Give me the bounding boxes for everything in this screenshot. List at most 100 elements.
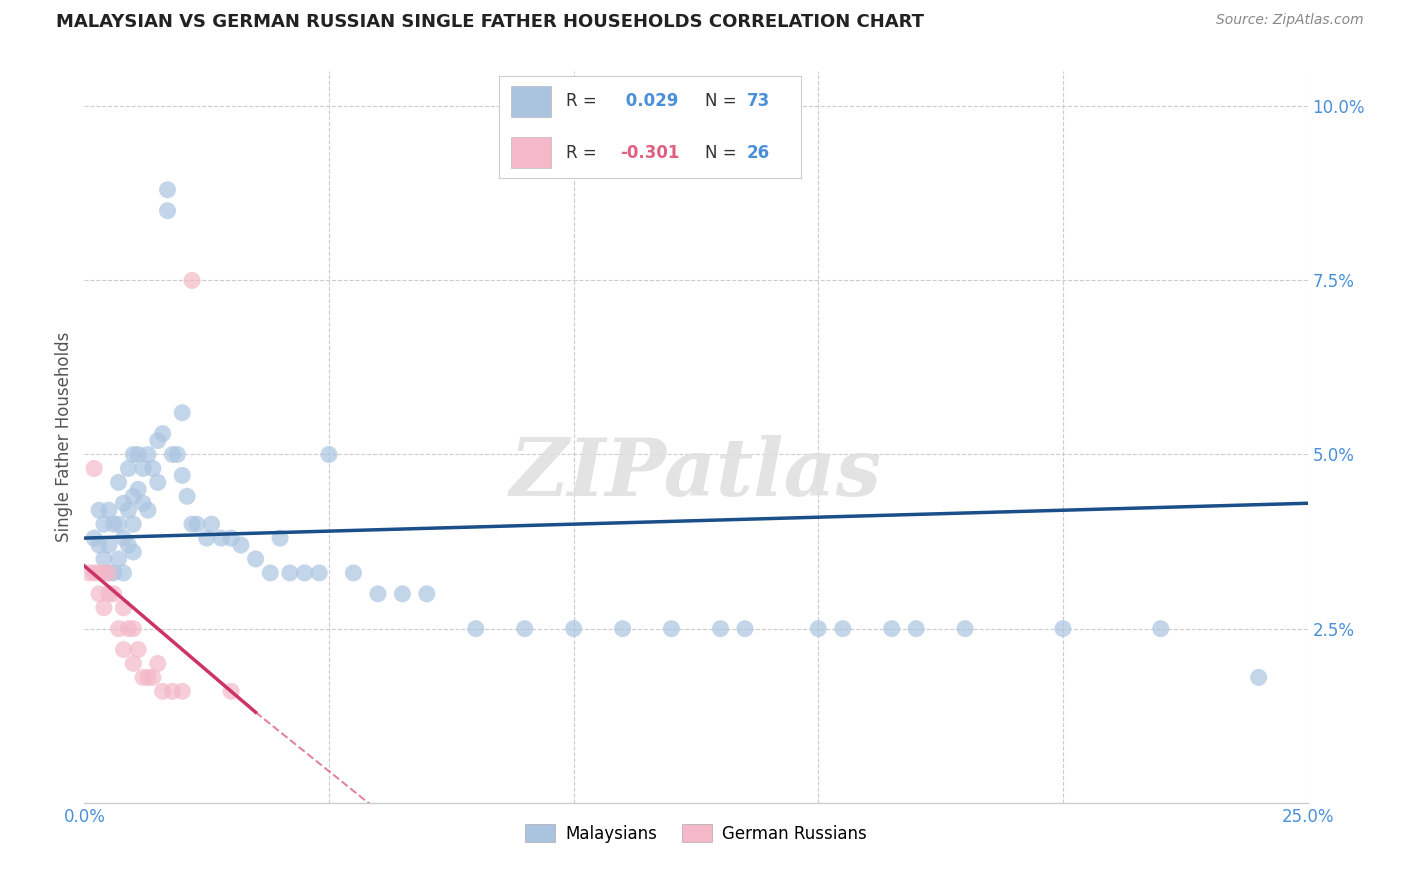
Point	[156, 203, 179, 218]
Point	[1247, 670, 1270, 684]
Point	[127, 483, 149, 497]
Text: ZIPatlas: ZIPatlas	[510, 435, 882, 512]
Point	[391, 587, 413, 601]
Point	[318, 448, 340, 462]
Point	[209, 531, 232, 545]
Point	[166, 448, 188, 462]
Point	[219, 531, 242, 545]
Point	[93, 566, 115, 580]
Point	[103, 587, 125, 601]
Point	[269, 531, 291, 545]
Point	[172, 406, 194, 420]
Point	[734, 622, 756, 636]
Point	[219, 684, 242, 698]
Point	[132, 496, 155, 510]
Point	[172, 684, 194, 698]
Text: Source: ZipAtlas.com: Source: ZipAtlas.com	[1216, 13, 1364, 28]
Text: 26: 26	[747, 144, 770, 161]
Point	[127, 448, 149, 462]
Point	[709, 622, 731, 636]
Text: 0.029: 0.029	[620, 93, 679, 111]
Point	[152, 426, 174, 441]
Point	[87, 538, 110, 552]
Point	[103, 566, 125, 580]
Point	[122, 517, 145, 532]
Point	[132, 670, 155, 684]
Text: R =: R =	[565, 93, 596, 111]
Point	[97, 566, 120, 580]
Text: N =: N =	[704, 144, 737, 161]
Point	[122, 545, 145, 559]
Point	[122, 622, 145, 636]
Point	[107, 517, 129, 532]
Legend: Malaysians, German Russians: Malaysians, German Russians	[519, 818, 873, 849]
Point	[87, 503, 110, 517]
Point	[464, 622, 486, 636]
Point	[97, 503, 120, 517]
Point	[513, 622, 536, 636]
Point	[112, 531, 135, 545]
Point	[107, 622, 129, 636]
Point	[259, 566, 281, 580]
Point	[97, 566, 120, 580]
Point	[122, 657, 145, 671]
Point	[117, 538, 139, 552]
Point	[229, 538, 252, 552]
Point	[136, 670, 159, 684]
Point	[294, 566, 316, 580]
Point	[117, 461, 139, 475]
Point	[308, 566, 330, 580]
Point	[1052, 622, 1074, 636]
Point	[905, 622, 928, 636]
Point	[880, 622, 903, 636]
Point	[186, 517, 208, 532]
Point	[93, 552, 115, 566]
Point	[416, 587, 439, 601]
Point	[367, 587, 389, 601]
Point	[83, 566, 105, 580]
Point	[83, 531, 105, 545]
Text: R =: R =	[565, 144, 596, 161]
Point	[136, 503, 159, 517]
Point	[112, 600, 135, 615]
Point	[172, 468, 194, 483]
Point	[807, 622, 830, 636]
Point	[87, 587, 110, 601]
Point	[831, 622, 853, 636]
FancyBboxPatch shape	[512, 137, 551, 168]
Point	[142, 670, 165, 684]
Point	[953, 622, 976, 636]
Point	[93, 600, 115, 615]
Point	[245, 552, 267, 566]
Point	[162, 684, 184, 698]
Point	[107, 475, 129, 490]
Text: -0.301: -0.301	[620, 144, 679, 161]
Point	[146, 434, 169, 448]
Point	[181, 517, 204, 532]
Text: N =: N =	[704, 93, 737, 111]
Point	[152, 684, 174, 698]
Point	[127, 642, 149, 657]
Point	[112, 642, 135, 657]
Point	[83, 461, 105, 475]
Text: MALAYSIAN VS GERMAN RUSSIAN SINGLE FATHER HOUSEHOLDS CORRELATION CHART: MALAYSIAN VS GERMAN RUSSIAN SINGLE FATHE…	[56, 13, 924, 31]
Point	[661, 622, 683, 636]
Point	[195, 531, 218, 545]
Point	[97, 587, 120, 601]
Point	[97, 538, 120, 552]
Point	[146, 657, 169, 671]
Point	[103, 517, 125, 532]
Point	[1150, 622, 1173, 636]
Point	[117, 503, 139, 517]
Point	[122, 448, 145, 462]
Point	[200, 517, 222, 532]
Point	[176, 489, 198, 503]
Point	[342, 566, 364, 580]
Text: 73: 73	[747, 93, 770, 111]
Point	[112, 566, 135, 580]
Point	[117, 622, 139, 636]
Point	[146, 475, 169, 490]
Point	[156, 183, 179, 197]
Point	[612, 622, 634, 636]
Point	[142, 461, 165, 475]
